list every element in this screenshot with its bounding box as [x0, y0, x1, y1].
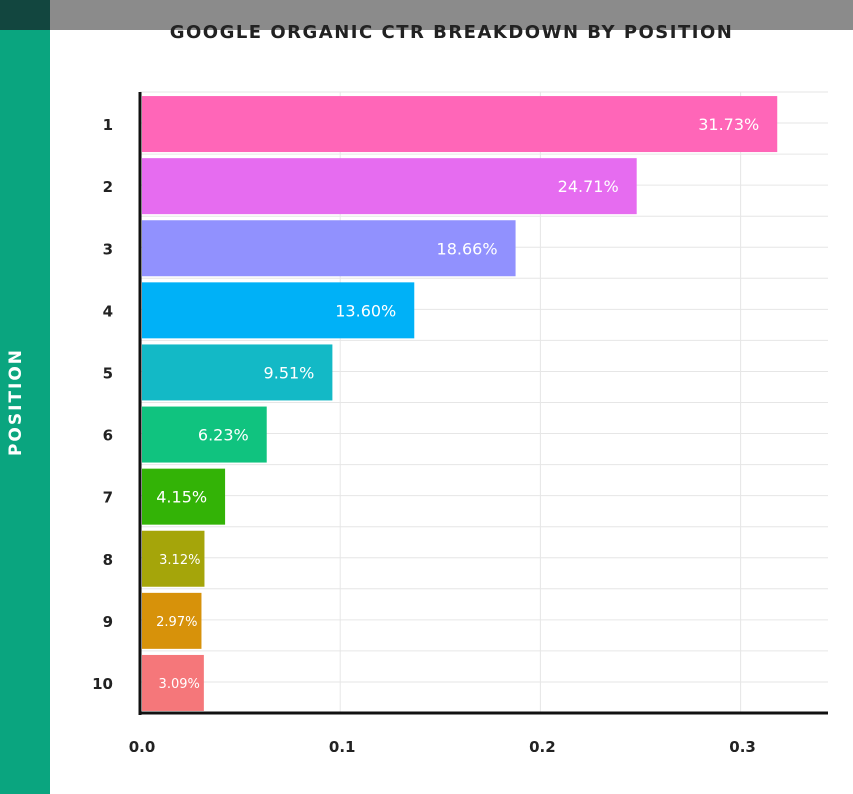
bar-value-label: 2.97%	[156, 615, 197, 630]
bar	[142, 654, 204, 711]
bar	[142, 96, 778, 153]
chart-title: GOOGLE ORGANIC CTR BREAKDOWN BY POSITION	[169, 22, 734, 43]
bar	[142, 468, 226, 525]
bar	[142, 406, 267, 463]
bar	[142, 592, 202, 649]
bar-value-label: 13.60%	[335, 301, 396, 320]
y-tick-label: 2	[103, 178, 113, 196]
left-side-band	[0, 0, 50, 794]
x-tick-label: 0.2	[529, 738, 556, 756]
x-tick-label: 0.0	[129, 738, 156, 756]
y-tick-label: 9	[103, 613, 113, 631]
y-tick-label: 3	[103, 240, 113, 258]
bar-value-label: 3.09%	[159, 677, 200, 692]
bar	[142, 530, 205, 587]
bar	[142, 282, 415, 339]
y-tick-label: 10	[92, 675, 113, 693]
x-tick-label: 0.1	[329, 738, 356, 756]
y-tick-label: 4	[103, 302, 113, 320]
y-tick-label: 5	[103, 364, 113, 382]
left-band-top-block	[0, 0, 50, 30]
y-tick-label: 6	[103, 427, 113, 445]
bar	[142, 158, 637, 215]
y-tick-label: 7	[103, 489, 113, 507]
y-tick-label: 1	[103, 116, 113, 134]
y-tick-label: 8	[103, 551, 113, 569]
bar-value-label: 9.51%	[264, 363, 315, 382]
bar	[142, 344, 333, 401]
bar-value-label: 3.12%	[159, 553, 200, 568]
bar-value-label: 6.23%	[198, 426, 249, 445]
bar-value-label: 24.71%	[558, 177, 619, 196]
bar-value-label: 18.66%	[437, 239, 498, 258]
bar-value-label: 4.15%	[156, 488, 207, 507]
bar-value-label: 31.73%	[698, 115, 759, 134]
top-header-band	[50, 0, 853, 30]
bar	[142, 220, 516, 277]
x-tick-label: 0.3	[729, 738, 756, 756]
